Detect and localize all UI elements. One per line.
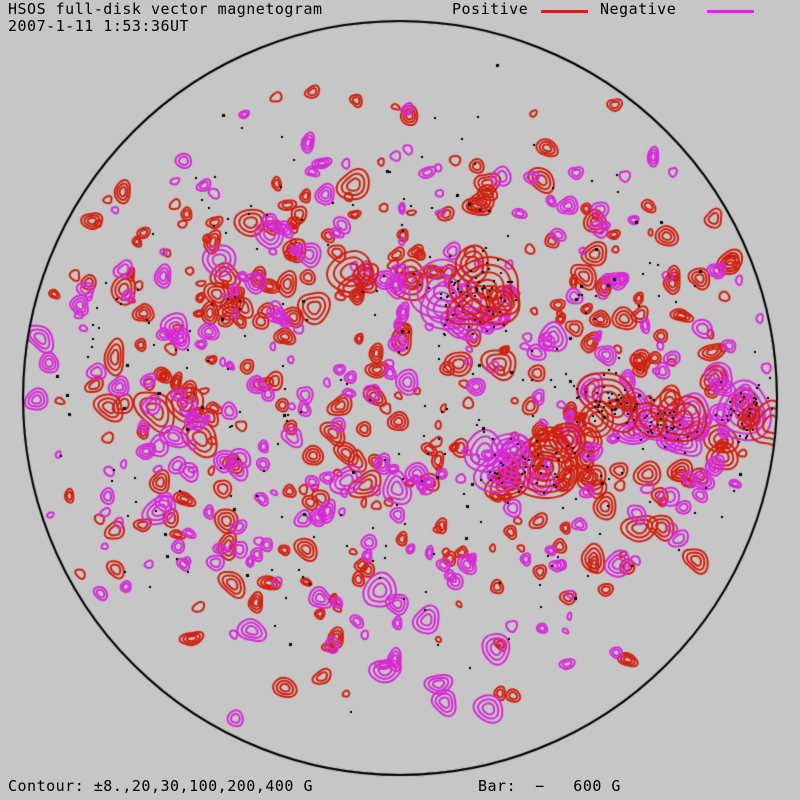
- legend-negative-label: Negative: [600, 0, 677, 18]
- legend-positive-swatch: [541, 10, 588, 13]
- legend-negative-swatch: [707, 10, 754, 13]
- page-title: HSOS full-disk vector magnetogram: [8, 0, 323, 18]
- legend-positive-label: Positive: [452, 0, 529, 18]
- observation-datetime: 2007-1-11 1:53:36UT: [8, 17, 190, 35]
- bar-scale-caption: Bar: − 600 G: [478, 777, 621, 795]
- contour-levels-caption: Contour: ±8.,20,30,100,200,400 G: [8, 777, 313, 795]
